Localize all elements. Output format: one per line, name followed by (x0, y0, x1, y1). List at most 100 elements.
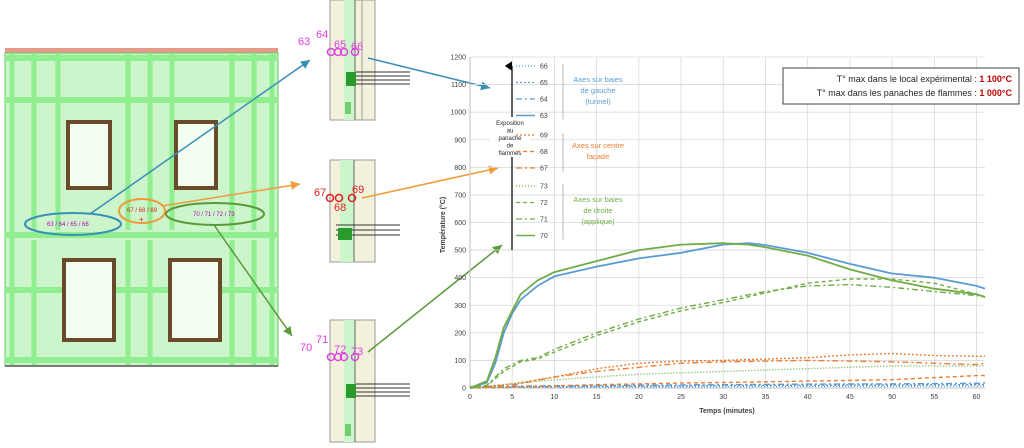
legend-label-71: 71 (540, 217, 548, 224)
y-tick-label: 300 (454, 303, 466, 310)
y-tick-label: 600 (454, 220, 466, 227)
sensor-group-center-ellipse (118, 198, 166, 224)
legend-group-title: Axes sur baies (573, 195, 622, 204)
sensor-label-70: 70 (300, 342, 312, 354)
sensor-group-right-ellipse (165, 202, 265, 226)
x-tick-label: 35 (762, 394, 770, 401)
y-tick-label: 1100 (451, 82, 466, 89)
sensor-dot-68 (334, 193, 344, 203)
sensor-label-69: 69 (352, 184, 364, 196)
legend-group-title: de droite (583, 206, 612, 215)
legend-label-64: 64 (540, 97, 548, 104)
chart-y-axis-label: Température (°C) (439, 197, 447, 253)
x-tick-label: 5 (510, 394, 514, 401)
series-line-72 (469, 278, 986, 389)
arrow-center-group-to-middle-section (161, 180, 301, 207)
sensor-dot-65 (339, 47, 349, 57)
sensor-dot-64 (333, 47, 343, 57)
sensor-dot-69 (347, 193, 357, 203)
sensor-label-71: 71 (316, 334, 328, 346)
series-line-68 (469, 374, 985, 389)
sensor-dot-67 (325, 193, 335, 203)
chart-series-layer (469, 242, 986, 389)
series-line-63 (469, 242, 986, 389)
legend-group-title: Axes sur baies (573, 75, 622, 84)
legend-label-69: 69 (540, 133, 548, 140)
sensor-center-marker: + (139, 215, 144, 224)
exposure-label-line: au (507, 129, 514, 135)
series-line-66 (469, 385, 985, 389)
exposure-label-line: flammes (499, 151, 522, 157)
section-detail-bottom: 70 71 72 73 (300, 319, 410, 443)
section-detail-top: 63 64 65 66 (298, 0, 410, 121)
x-tick-label: 25 (677, 394, 685, 401)
x-tick-label: 0 (468, 394, 472, 401)
facade-studs (9, 53, 275, 366)
legend-group-title: (tunnel) (585, 97, 611, 106)
sensor-dot-73 (350, 352, 360, 362)
sensor-dot-66 (350, 47, 360, 57)
x-tick-label: 20 (635, 394, 643, 401)
chart-axis-ticks: 0100200300400500600700800900100011001200… (450, 55, 980, 402)
legend-label-67: 67 (540, 166, 548, 173)
arrow-middle-section-to-chart (361, 165, 499, 199)
sensor-group-left-label: 63 / 64 / 65 / 66 (47, 222, 89, 228)
y-tick-label: 1000 (450, 110, 466, 117)
x-tick-label: 40 (804, 394, 812, 401)
sensor-label-68: 68 (334, 202, 346, 214)
x-tick-label: 30 (719, 394, 727, 401)
sensor-label-64: 64 (316, 29, 328, 41)
y-tick-label: 500 (454, 248, 466, 255)
section-detail-middle: 67 68 69 (314, 159, 400, 263)
sensor-group-right-label: 70 / 71 / 72 / 73 (193, 212, 235, 218)
legend-label-65: 65 (540, 80, 548, 87)
arrow-left-group-to-top-section (89, 59, 311, 215)
legend-group-title: (applique) (581, 217, 615, 226)
info-box: T° max dans le local expérimental : 1 10… (782, 67, 1020, 105)
sensor-label-66: 66 (351, 41, 363, 53)
series-line-67 (469, 359, 986, 389)
x-tick-label: 10 (551, 394, 559, 401)
arrow-bottom-section-to-chart (367, 244, 503, 353)
sensor-dot-72 (339, 352, 349, 362)
facade-rails (5, 55, 278, 363)
x-tick-label: 60 (973, 394, 981, 401)
chart-x-axis-label: Temps (minutes) (699, 408, 755, 415)
y-tick-label: 400 (454, 275, 466, 282)
legend-group-title: de gauche (580, 86, 615, 95)
legend-label-66: 66 (540, 64, 548, 71)
legend-group-title: façade (587, 152, 610, 161)
exposure-label-bg (490, 117, 530, 157)
legend-label-73: 73 (540, 184, 548, 191)
info-line-1: T° max dans le local expérimental : 1 10… (837, 74, 1013, 84)
legend-label-68: 68 (540, 149, 548, 156)
legend-group-title: Axes sur centre (572, 141, 624, 150)
y-tick-label: 700 (454, 192, 466, 199)
y-tick-label: 200 (454, 330, 466, 337)
y-tick-label: 0 (462, 386, 466, 393)
x-tick-label: 55 (930, 394, 938, 401)
sensor-label-67: 67 (314, 187, 326, 199)
facade-elevation: 63 / 64 / 65 / 66 67 / 68 / 69 + 70 / 71… (4, 48, 279, 367)
exposure-label-line: panache (498, 136, 522, 142)
y-tick-label: 800 (454, 165, 466, 172)
legend-label-70: 70 (540, 233, 548, 240)
arrow-right-group-to-bottom-section (213, 224, 293, 337)
legend-label-63: 63 (540, 113, 548, 120)
sensor-group-left-ellipse (24, 212, 122, 236)
roof-band (5, 48, 278, 53)
sensor-dot-71 (333, 352, 343, 362)
legend-label-72: 72 (540, 200, 548, 207)
series-line-69 (469, 352, 985, 389)
y-tick-label: 1200 (450, 55, 466, 62)
y-tick-label: 100 (454, 358, 466, 365)
sensor-group-center-label: 67 / 68 / 69 (127, 208, 158, 214)
window-bottom-right (168, 258, 222, 342)
sensor-label-73: 73 (351, 346, 363, 358)
chart-legend: 66 65 64 63 Axes sur baies de gauche (tunnel) 6… (516, 64, 624, 240)
x-tick-label: 15 (593, 394, 601, 401)
x-tick-label: 50 (888, 394, 896, 401)
sensor-label-63: 63 (298, 36, 310, 48)
